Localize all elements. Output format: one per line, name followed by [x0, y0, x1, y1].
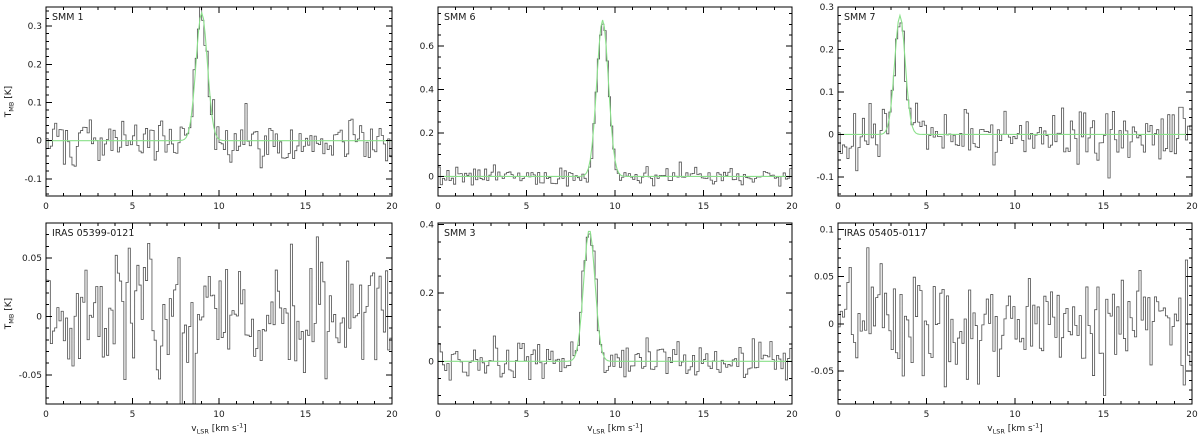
- gaussian-fit-line: [46, 10, 392, 142]
- panel-title: IRAS 05399-0121: [52, 228, 134, 239]
- spectrum-chart: 0 5 10 15 20 -0.1 0 0.1 0.2 0.3 SMM 1 TMB [K]: [4, 6, 398, 212]
- spectrum-panel-iras-05405-0117: 0 5 10 15 20 -0.05 0 0.05 0.1 IRAS 05405-0117 vLSR…: [800, 218, 1200, 437]
- spectrum-line: [438, 233, 792, 381]
- x-axis-title: vLSR [km s-1]: [587, 422, 643, 436]
- x-tick-label: 15: [1098, 410, 1109, 420]
- y-tick-label: 0: [828, 320, 834, 330]
- x-tick-label: 20: [786, 202, 798, 212]
- y-tick-label: 0.2: [28, 60, 42, 70]
- x-tick-label: 10: [609, 202, 621, 212]
- spectrum-line: [838, 247, 1192, 396]
- plot-frame: [45, 6, 393, 197]
- gaussian-fit-line: [438, 230, 792, 362]
- x-tick-label: 10: [213, 410, 225, 420]
- spectrum-chart: 0 5 10 15 20 -0.05 0 0.05 0.1 IRAS 05405-0117 vLSR…: [811, 222, 1198, 436]
- spectrum-chart: 0 5 10 15 20 -0.1 0 0.1 0.2 0.3 SMM 7: [816, 3, 1198, 212]
- spectrum-chart: 0 5 10 15 20 0 0.2 0.4 SMM 3 vLSR [km s-1]: [420, 221, 798, 436]
- y-tick-label: 0.1: [28, 98, 42, 108]
- x-tick-label: 0: [435, 202, 441, 212]
- x-tick-label: 0: [835, 410, 841, 420]
- gaussian-fit-line: [838, 13, 1192, 135]
- y-tick-label: 0: [36, 137, 42, 147]
- x-tick-label: 10: [609, 410, 621, 420]
- y-tick-label: 0.4: [420, 86, 435, 96]
- x-tick-label: 15: [698, 410, 709, 420]
- panel-title: SMM 3: [444, 228, 476, 239]
- x-tick-label: 15: [300, 410, 311, 420]
- y-axis-title: TMB [K]: [4, 86, 16, 118]
- x-tick-label: 5: [524, 202, 530, 212]
- spectrum-line: [838, 22, 1192, 179]
- spectrum-panel-smm-7: 0 5 10 15 20 -0.1 0 0.1 0.2 0.3 SMM 7: [800, 0, 1200, 218]
- spectrum-panel-smm-6: 0 5 10 15 20 0 0.2 0.4 0.6 SMM 6: [400, 0, 800, 218]
- y-tick-label: 0.3: [820, 3, 834, 13]
- y-tick-label: 0: [36, 312, 42, 322]
- plot-frame: [437, 222, 793, 405]
- x-tick-label: 5: [924, 202, 930, 212]
- y-tick-label: 0.05: [814, 273, 834, 283]
- panel-title: IRAS 05405-0117: [844, 228, 926, 239]
- x-tick-label: 0: [435, 410, 441, 420]
- y-tick-label: -0.1: [24, 175, 42, 185]
- y-tick-label: 0.2: [420, 289, 434, 299]
- y-tick-label: -0.1: [816, 173, 834, 183]
- y-tick-label: 0.2: [420, 129, 434, 139]
- spectrum-chart: 0 5 10 15 20 -0.05 0 0.05 IRAS 05399-0121 TMB [K]…: [4, 222, 398, 436]
- y-tick-label: 0.1: [820, 226, 834, 236]
- y-tick-label: -0.05: [19, 371, 42, 381]
- panel-title: SMM 7: [844, 12, 876, 23]
- x-tick-label: 10: [213, 202, 225, 212]
- spectrum-line: [46, 7, 392, 169]
- x-tick-label: 10: [1009, 202, 1021, 212]
- x-tick-label: 0: [835, 202, 841, 212]
- x-tick-label: 5: [524, 410, 530, 420]
- y-tick-label: 0.4: [420, 221, 435, 231]
- y-tick-label: 0.6: [420, 42, 435, 52]
- spectrum-panel-smm-1: 0 5 10 15 20 -0.1 0 0.1 0.2 0.3 SMM 1 TMB [K]: [0, 0, 400, 218]
- x-tick-label: 20: [386, 202, 398, 212]
- spectrum-chart: 0 5 10 15 20 0 0.2 0.4 0.6 SMM 6: [420, 6, 798, 212]
- gaussian-fit-line: [438, 19, 792, 177]
- spectrum-line: [46, 236, 392, 404]
- spectrum-panel-iras-05399-0121: 0 5 10 15 20 -0.05 0 0.05 IRAS 05399-0121 TMB [K]…: [0, 218, 400, 437]
- x-tick-label: 15: [300, 202, 311, 212]
- spectrum-panel-smm-3: 0 5 10 15 20 0 0.2 0.4 SMM 3 vLSR [km s-1]: [400, 218, 800, 437]
- x-tick-label: 15: [1098, 202, 1109, 212]
- x-tick-label: 20: [1186, 410, 1198, 420]
- x-tick-label: 5: [130, 410, 136, 420]
- y-tick-label: 0.3: [28, 22, 42, 32]
- y-tick-label: 0.05: [22, 254, 42, 264]
- y-tick-label: -0.05: [811, 367, 834, 377]
- x-tick-label: 20: [1186, 202, 1198, 212]
- x-tick-label: 5: [924, 410, 930, 420]
- panel-title: SMM 6: [444, 12, 476, 23]
- panel-title: SMM 1: [52, 12, 84, 23]
- x-tick-label: 20: [786, 410, 798, 420]
- y-tick-label: 0.1: [820, 88, 834, 98]
- y-tick-label: 0: [828, 130, 834, 140]
- x-tick-label: 15: [698, 202, 709, 212]
- x-tick-label: 20: [386, 410, 398, 420]
- x-tick-label: 5: [130, 202, 136, 212]
- y-tick-label: 0.2: [820, 45, 834, 55]
- y-axis-title: TMB [K]: [4, 298, 16, 330]
- y-tick-label: 0: [428, 357, 434, 367]
- x-axis-title: vLSR [km s-1]: [987, 422, 1043, 436]
- x-axis-title: vLSR [km s-1]: [191, 422, 247, 436]
- y-tick-label: 0: [428, 172, 434, 182]
- x-tick-label: 10: [1009, 410, 1021, 420]
- x-tick-label: 0: [43, 410, 49, 420]
- x-tick-label: 0: [43, 202, 49, 212]
